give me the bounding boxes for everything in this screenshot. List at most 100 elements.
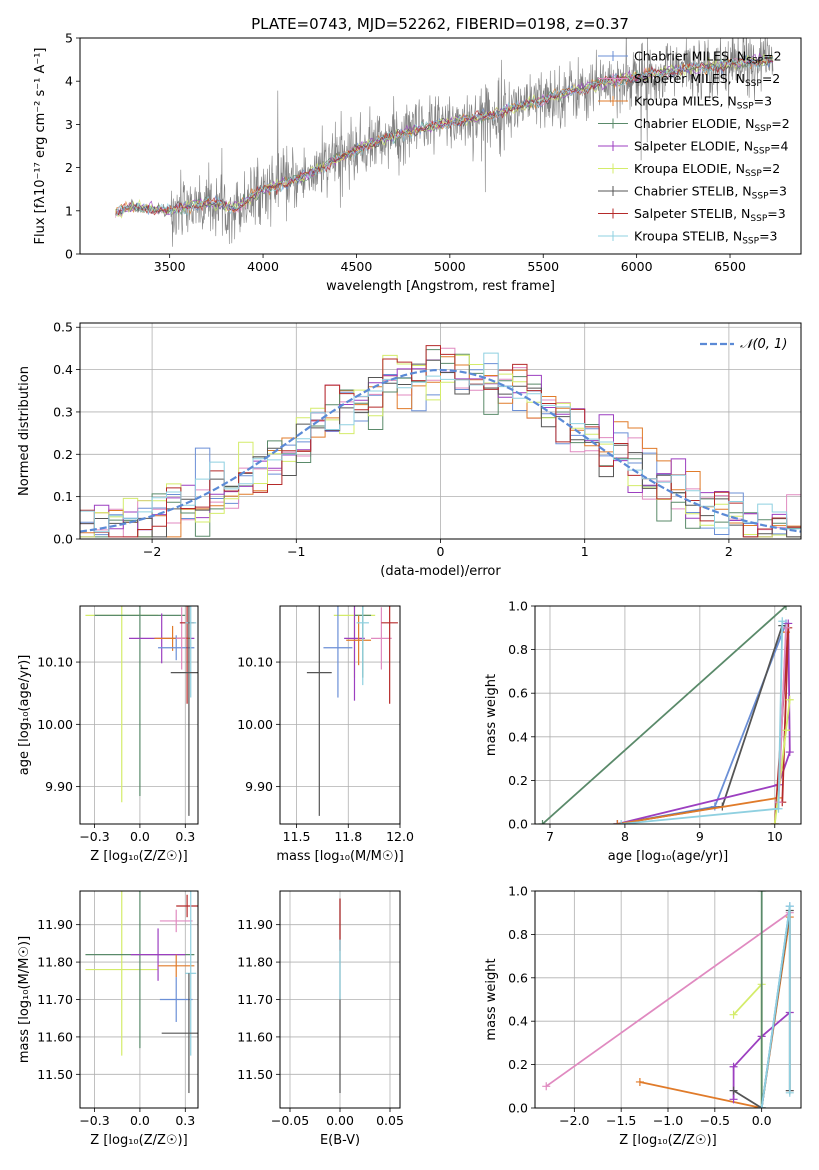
x-tick-label: 6000 <box>621 259 653 274</box>
weight-point-marker <box>729 1095 738 1104</box>
legend-entry-subscript: SSP <box>745 169 762 179</box>
x-tick-label: 4500 <box>341 259 373 274</box>
errorbar-point <box>170 606 198 816</box>
errorbar-point <box>159 909 193 933</box>
y-tick-label: 1 <box>65 203 73 218</box>
x-tick-label: 0.0 <box>130 829 150 844</box>
y-tick-label: 11.90 <box>237 917 273 932</box>
legend-entry-name: Chabrier ELODIE, N <box>634 116 754 131</box>
x-axis-label: (data-model)/error <box>380 564 501 579</box>
panels: 3500 4000 4500 5000 5500 6000 6500 0 1 2 3 4 5 wavele… <box>17 31 802 1148</box>
weight-point-marker <box>785 748 794 757</box>
x-tick-label: −2.0 <box>559 1113 589 1128</box>
x-tick-label: −1.0 <box>653 1113 683 1128</box>
legend-entry: Salpeter MILES, NSSP=2 <box>634 71 780 89</box>
y-tick-label: 0.2 <box>53 447 73 462</box>
y-tick-label: 10.10 <box>37 655 73 670</box>
legend-entry: Salpeter ELODIE, NSSP=4 <box>634 139 789 157</box>
legend-entry-count: =2 <box>762 71 780 86</box>
legend-entry-subscript: SSP <box>750 214 767 224</box>
legend-entry-count: =2 <box>763 49 781 64</box>
y-tick-label: 11.60 <box>37 1029 73 1044</box>
weight-point-marker <box>729 1086 738 1095</box>
legend-entry: Chabrier ELODIE, NSSP=2 <box>634 116 790 134</box>
model-spectrum-line <box>115 55 774 216</box>
x-tick-label: 0 <box>437 544 445 559</box>
y-tick-label: 1.0 <box>508 884 528 899</box>
x-tick-label: −2 <box>143 544 161 559</box>
axes-frame <box>279 605 401 825</box>
axes-frame <box>79 890 199 1109</box>
x-ticks: 11.5 11.8 12.0 <box>283 606 414 844</box>
x-tick-label: −1 <box>287 544 305 559</box>
normal-legend-label: 𝒩(0, 1) <box>740 337 787 352</box>
x-tick-label: 5000 <box>434 259 466 274</box>
errorbar-point <box>176 894 198 918</box>
x-tick-label: 11.8 <box>334 829 362 844</box>
legend-entry: Salpeter STELIB, NSSP=3 <box>634 206 786 224</box>
weight-point-marker <box>757 1104 766 1108</box>
plot-area <box>80 345 801 539</box>
errorbar-point <box>159 977 193 1022</box>
x-tick-label: 6500 <box>714 259 746 274</box>
errorbar-point <box>346 615 372 666</box>
y-tick-label: 0 <box>65 247 73 262</box>
y-tick-label: 0.0 <box>53 532 73 547</box>
errorbar-point <box>158 954 195 978</box>
y-tick-label: 0.2 <box>508 1057 528 1072</box>
errorbar-point <box>176 607 188 670</box>
x-ticks: −0.3 0.0 0.3 <box>79 606 195 844</box>
panel-z_mass: −0.3 0.0 0.3 11.50 11.60 11.70 11.80 11.90 Z [lo… <box>17 890 199 1148</box>
y-tick-label: 4 <box>65 74 73 89</box>
x-tick-label: 10 <box>767 829 783 844</box>
legend-entry: Kroupa STELIB, NSSP=3 <box>634 229 778 247</box>
y-tick-label: 9.90 <box>245 779 273 794</box>
legend-entry: Chabrier MILES, NSSP=2 <box>634 49 782 67</box>
y-tick-label: 9.90 <box>45 779 73 794</box>
y-tick-label: 0.0 <box>508 1101 528 1116</box>
y-tick-label: 3 <box>65 117 73 132</box>
y-axis-label: mass weight <box>484 958 499 1040</box>
errorbar-point <box>356 606 369 686</box>
weight-point-marker <box>778 617 787 626</box>
legend-entry-name: Kroupa MILES, N <box>634 94 737 109</box>
y-tick-label: 11.80 <box>37 955 73 970</box>
legend-entry-count: =4 <box>770 139 788 154</box>
axes-frame <box>79 37 802 255</box>
figure-title: PLATE=0743, MJD=52262, FIBERID=0198, z=0… <box>251 15 629 33</box>
y-tick-label: 10.00 <box>37 717 73 732</box>
x-tick-label: 5500 <box>527 259 559 274</box>
panel-z_age: −0.3 0.0 0.3 9.90 10.00 10.10 Z [log₁₀(Z/Z☉)] a… <box>17 605 199 864</box>
weight-series-line <box>732 1011 791 1100</box>
weight-point-marker <box>617 820 626 824</box>
legend-entry-count: =3 <box>767 206 785 221</box>
x-axis-label: mass [log₁₀(M/M☉)] <box>276 849 403 864</box>
weight-point-marker <box>542 1082 551 1091</box>
legend-entry-subscript: SSP <box>752 192 769 202</box>
y-tick-label: 11.80 <box>237 955 273 970</box>
x-tick-label: 4000 <box>247 259 279 274</box>
y-tick-label: 0.4 <box>508 1014 528 1029</box>
x-tick-label: 0.00 <box>326 1113 354 1128</box>
panel-age_weight: 7 8 9 10 0.0 0.2 0.4 0.6 0.8 1.0 age [log₁₀(age/yr… <box>484 599 802 864</box>
weight-point-marker <box>782 606 791 610</box>
x-tick-label: −1.5 <box>606 1113 636 1128</box>
x-axis-label: age [log₁₀(age/yr)] <box>608 849 729 864</box>
plot-area <box>538 606 794 824</box>
errorbar-point <box>85 891 159 1056</box>
y-tick-label: 0.8 <box>508 642 528 657</box>
normal-curve <box>80 368 801 533</box>
x-tick-label: −0.3 <box>79 829 109 844</box>
x-tick-label: 8 <box>621 829 629 844</box>
histogram-step <box>80 359 801 539</box>
axes-frame <box>79 322 802 540</box>
legend-entry: Kroupa ELODIE, NSSP=2 <box>634 161 780 179</box>
weight-point-marker <box>785 695 794 704</box>
weight-series-line <box>621 621 784 824</box>
panel-z_weight: −2.0 −1.5 −1.0 −0.5 0.0 0.0 0.2 0.4 0.6 0.8 1.0 Z [… <box>484 884 802 1148</box>
y-tick-label: 11.50 <box>37 1067 73 1082</box>
legend-entry-count: =3 <box>759 229 777 244</box>
x-tick-label: 0.3 <box>175 1113 195 1128</box>
plot-area <box>306 606 398 816</box>
